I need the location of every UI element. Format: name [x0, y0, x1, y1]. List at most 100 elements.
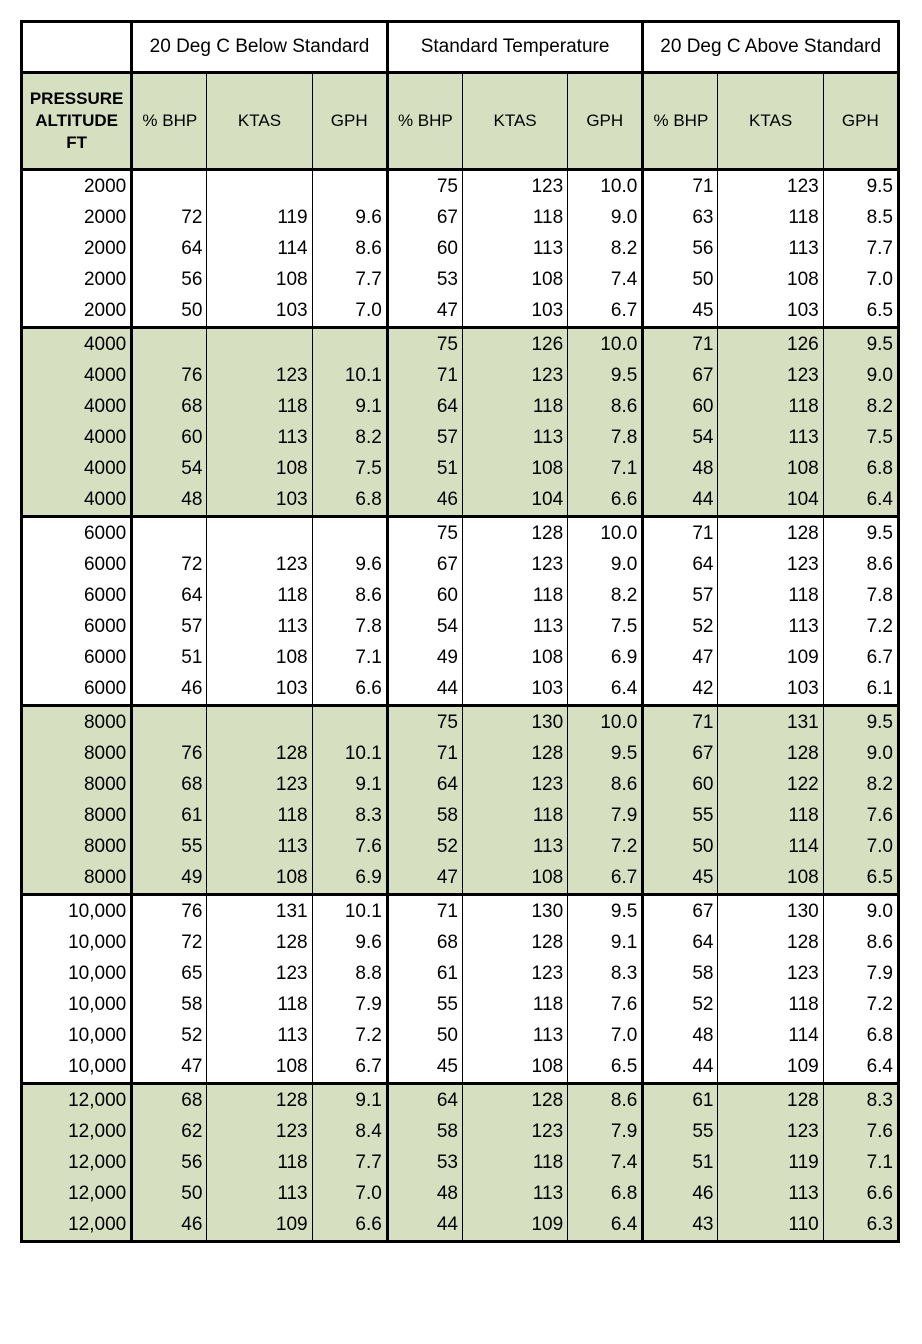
cell-std-gph: 7.8 [568, 422, 643, 453]
cell-above-bhp: 67 [643, 360, 718, 391]
cell-std-ktas: 113 [462, 1020, 567, 1051]
cell-above-bhp: 47 [643, 642, 718, 673]
cell-above-bhp: 44 [643, 484, 718, 517]
table-row: 80007612810.1711289.5671289.0 [22, 738, 899, 769]
cell-below-bhp [132, 170, 207, 203]
cell-std-bhp: 75 [387, 706, 462, 739]
table-row: 10,000651238.8611238.3581237.9 [22, 958, 899, 989]
cell-below-ktas [207, 170, 312, 203]
cell-altitude: 2000 [22, 202, 132, 233]
cell-above-ktas: 123 [718, 549, 823, 580]
cell-below-ktas: 113 [207, 611, 312, 642]
cell-above-gph: 6.6 [823, 1178, 898, 1209]
cell-altitude: 6000 [22, 642, 132, 673]
cell-std-gph: 7.6 [568, 989, 643, 1020]
cell-below-ktas: 118 [207, 800, 312, 831]
cell-below-ktas: 108 [207, 1051, 312, 1084]
cell-below-gph: 8.6 [312, 580, 387, 611]
cell-std-bhp: 64 [387, 391, 462, 422]
cell-below-gph: 9.6 [312, 549, 387, 580]
cell-std-gph: 8.6 [568, 1084, 643, 1117]
cell-std-gph: 6.5 [568, 1051, 643, 1084]
cell-below-bhp: 68 [132, 391, 207, 422]
cell-below-ktas: 113 [207, 831, 312, 862]
table-row: 8000491086.9471086.7451086.5 [22, 862, 899, 895]
cell-above-gph: 7.8 [823, 580, 898, 611]
cell-below-bhp [132, 517, 207, 550]
cell-std-gph: 6.7 [568, 295, 643, 328]
cell-above-ktas: 109 [718, 642, 823, 673]
cell-below-gph: 7.9 [312, 989, 387, 1020]
cell-below-bhp: 62 [132, 1116, 207, 1147]
cell-std-ktas: 128 [462, 738, 567, 769]
cell-above-gph: 7.5 [823, 422, 898, 453]
cell-altitude: 4000 [22, 422, 132, 453]
cell-above-gph: 6.3 [823, 1209, 898, 1242]
cell-std-ktas: 118 [462, 202, 567, 233]
cell-below-bhp [132, 328, 207, 361]
cell-std-bhp: 55 [387, 989, 462, 1020]
cell-std-ktas: 109 [462, 1209, 567, 1242]
cell-above-ktas: 128 [718, 1084, 823, 1117]
cell-std-bhp: 67 [387, 549, 462, 580]
cell-above-ktas: 108 [718, 264, 823, 295]
cell-std-bhp: 53 [387, 1147, 462, 1178]
cell-std-ktas: 118 [462, 989, 567, 1020]
cell-altitude: 6000 [22, 549, 132, 580]
cell-altitude: 4000 [22, 484, 132, 517]
cell-above-ktas: 128 [718, 517, 823, 550]
cell-altitude: 8000 [22, 800, 132, 831]
cell-altitude: 8000 [22, 862, 132, 895]
cell-std-gph: 9.1 [568, 927, 643, 958]
cell-below-gph: 7.0 [312, 295, 387, 328]
cell-below-gph: 9.1 [312, 1084, 387, 1117]
cell-above-bhp: 51 [643, 1147, 718, 1178]
cell-below-gph: 9.6 [312, 202, 387, 233]
cell-below-bhp: 50 [132, 295, 207, 328]
cell-below-bhp: 65 [132, 958, 207, 989]
cell-above-gph: 8.3 [823, 1084, 898, 1117]
table-row: 6000721239.6671239.0641238.6 [22, 549, 899, 580]
cell-altitude: 10,000 [22, 1020, 132, 1051]
cell-above-ktas: 113 [718, 422, 823, 453]
cell-above-gph: 9.0 [823, 895, 898, 928]
cell-std-gph: 6.6 [568, 484, 643, 517]
cell-altitude: 12,000 [22, 1147, 132, 1178]
table-row: 10,000521137.2501137.0481146.8 [22, 1020, 899, 1051]
table-row: 2000501037.0471036.7451036.5 [22, 295, 899, 328]
cell-std-bhp: 71 [387, 895, 462, 928]
cell-above-ktas: 119 [718, 1147, 823, 1178]
cell-std-bhp: 58 [387, 800, 462, 831]
cell-below-ktas: 109 [207, 1209, 312, 1242]
cell-below-ktas: 123 [207, 1116, 312, 1147]
cell-above-bhp: 55 [643, 1116, 718, 1147]
cell-std-bhp: 47 [387, 295, 462, 328]
cell-std-bhp: 71 [387, 360, 462, 391]
table-row: 20007512310.0711239.5 [22, 170, 899, 203]
cell-below-bhp: 55 [132, 831, 207, 862]
cell-std-gph: 7.4 [568, 264, 643, 295]
cell-below-gph: 9.1 [312, 769, 387, 800]
cell-above-bhp: 50 [643, 264, 718, 295]
cell-above-bhp: 71 [643, 328, 718, 361]
table-row: 6000571137.8541137.5521137.2 [22, 611, 899, 642]
cell-std-bhp: 64 [387, 769, 462, 800]
table-row: 2000561087.7531087.4501087.0 [22, 264, 899, 295]
cell-std-bhp: 75 [387, 170, 462, 203]
header-group-below-std: 20 Deg C Below Standard [132, 22, 388, 73]
cell-std-bhp: 57 [387, 422, 462, 453]
cell-below-bhp: 61 [132, 800, 207, 831]
cell-below-gph: 6.6 [312, 673, 387, 706]
cell-below-gph: 10.1 [312, 738, 387, 769]
header-group-std: Standard Temperature [387, 22, 643, 73]
table-row: 4000481036.8461046.6441046.4 [22, 484, 899, 517]
cell-std-bhp: 48 [387, 1178, 462, 1209]
table-row: 12,000561187.7531187.4511197.1 [22, 1147, 899, 1178]
cell-altitude: 6000 [22, 580, 132, 611]
cell-std-ktas: 123 [462, 1116, 567, 1147]
cell-above-gph: 9.5 [823, 170, 898, 203]
cell-std-ktas: 130 [462, 895, 567, 928]
cell-below-bhp: 64 [132, 233, 207, 264]
cell-above-ktas: 108 [718, 453, 823, 484]
cell-above-ktas: 114 [718, 831, 823, 862]
